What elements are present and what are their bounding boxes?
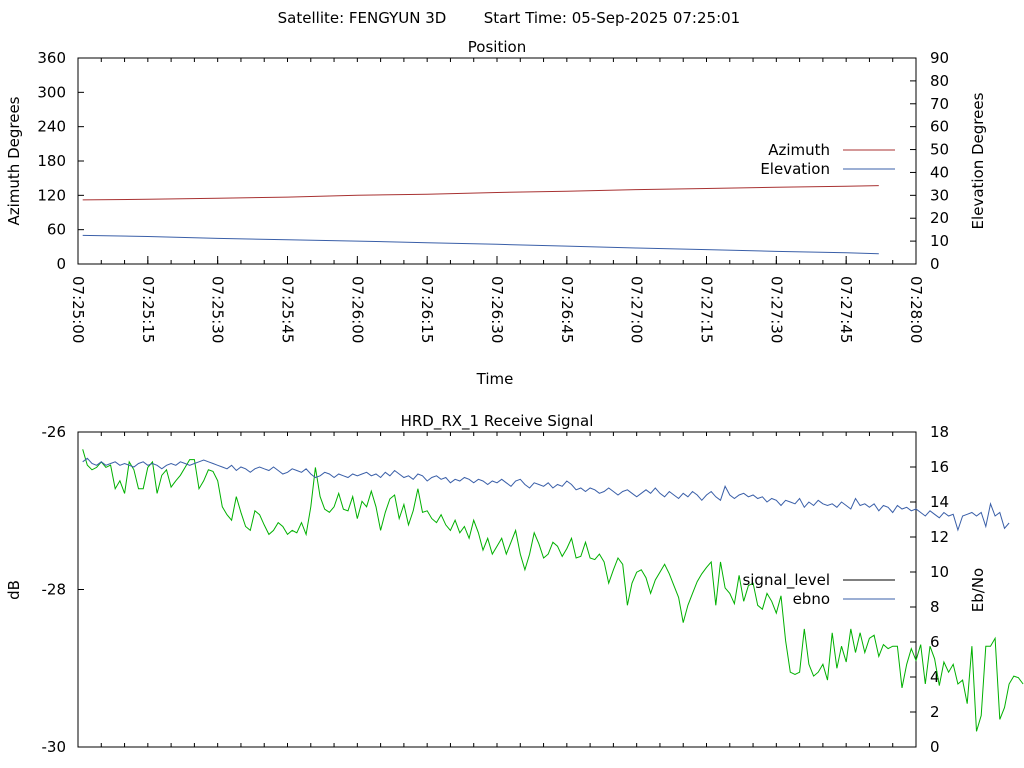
elevation-ticks: 0 10 20 30 40 50 60 70 80 90	[910, 49, 949, 273]
elevation-tick-label: 70	[930, 95, 949, 113]
time-tick-label: 07:27:15	[698, 276, 716, 343]
azimuth-tick-label: 240	[37, 118, 66, 136]
elevation-tick-label: 60	[930, 118, 949, 136]
azimuth-tick-label: 60	[47, 221, 66, 239]
elevation-tick-label: 40	[930, 163, 949, 181]
ebno-tick-label: 6	[930, 633, 940, 651]
elevation-axis-label: Elevation Degrees	[969, 92, 987, 229]
db-tick-label: -28	[42, 581, 67, 599]
time-tick-label: 07:25:45	[279, 276, 297, 343]
signal-line-signal-level	[82, 449, 1024, 732]
db-tick-label: -26	[42, 423, 67, 441]
time-tick-label: 07:27:00	[628, 276, 646, 343]
start-time: Start Time: 05-Sep-2025 07:25:01	[484, 9, 740, 27]
position-series	[82, 185, 879, 255]
time-tick-label: 07:28:00	[907, 276, 925, 343]
time-tick-label: 07:26:15	[418, 276, 436, 343]
ebno-tick-label: 12	[930, 528, 949, 546]
signal-time-ticks	[77, 432, 917, 747]
time-ticks: 07:25:00 07:25:15 07:25:30 07:25:45 07:26:00…	[69, 58, 925, 343]
azimuth-tick-label: 360	[37, 49, 66, 67]
time-tick-label: 07:26:45	[558, 276, 576, 343]
position-chart: Position Azimuth Degrees Elevation Degre…	[5, 38, 987, 388]
azimuth-ticks: 0 60 120 180 240 300 360	[37, 49, 84, 273]
ebno-tick-label: 8	[930, 598, 940, 616]
azimuth-tick-label: 300	[37, 83, 66, 101]
azimuth-tick-label: 180	[37, 152, 66, 170]
elevation-tick-label: 0	[930, 255, 940, 273]
time-tick-label: 07:27:45	[837, 276, 855, 343]
elevation-tick-label: 50	[930, 141, 949, 159]
time-tick-label: 07:26:00	[348, 276, 366, 343]
elevation-tick-label: 10	[930, 232, 949, 250]
ebno-axis-label: Eb/No	[969, 568, 987, 612]
azimuth-tick-label: 120	[37, 186, 66, 204]
ebno-tick-label: 14	[930, 493, 949, 511]
elevation-tick-label: 80	[930, 72, 949, 90]
ebno-tick-label: 4	[930, 668, 940, 686]
ebno-tick-label: 10	[930, 563, 949, 581]
signal-legend-label: ebno	[793, 590, 830, 608]
position-legend-label: Elevation	[760, 160, 830, 178]
satellite-name: Satellite: FENGYUN 3D	[278, 9, 447, 27]
azimuth-tick-label: 0	[56, 255, 66, 273]
time-tick-label: 07:25:30	[209, 276, 227, 343]
time-tick-label: 07:27:30	[767, 276, 785, 343]
ebno-tick-label: 2	[930, 703, 940, 721]
signal-chart-title: HRD_RX_1 Receive Signal	[401, 412, 594, 431]
position-line-azimuth	[82, 185, 879, 201]
signal-legend-label: signal_level	[742, 571, 830, 590]
azimuth-axis-label: Azimuth Degrees	[5, 96, 23, 225]
elevation-tick-label: 20	[930, 209, 949, 227]
position-line-elevation	[82, 234, 879, 255]
time-tick-label: 07:25:15	[139, 276, 157, 343]
db-tick-label: -30	[42, 738, 67, 756]
signal-plot-frame	[77, 431, 917, 748]
ebno-tick-label: 18	[930, 423, 949, 441]
db-axis-label: dB	[5, 580, 23, 600]
signal-series	[82, 449, 1024, 732]
ebno-tick-label: 16	[930, 458, 949, 476]
ebno-ticks: 0 2 4 6 8 10 12 14 16 18	[910, 423, 949, 756]
ebno-tick-label: 0	[930, 738, 940, 756]
time-axis-label: Time	[476, 370, 514, 388]
signal-chart: HRD_RX_1 Receive Signal dB Eb/No -30-28-…	[5, 412, 1024, 756]
time-tick-label: 07:25:00	[69, 276, 87, 343]
db-ticks: -30 -28 -26	[42, 423, 84, 756]
signal-line-ebno	[82, 457, 1010, 532]
elevation-tick-label: 30	[930, 186, 949, 204]
elevation-tick-label: 90	[930, 49, 949, 67]
time-tick-label: 07:26:30	[488, 276, 506, 343]
position-chart-title: Position	[468, 38, 526, 56]
position-legend-label: Azimuth	[768, 141, 830, 159]
